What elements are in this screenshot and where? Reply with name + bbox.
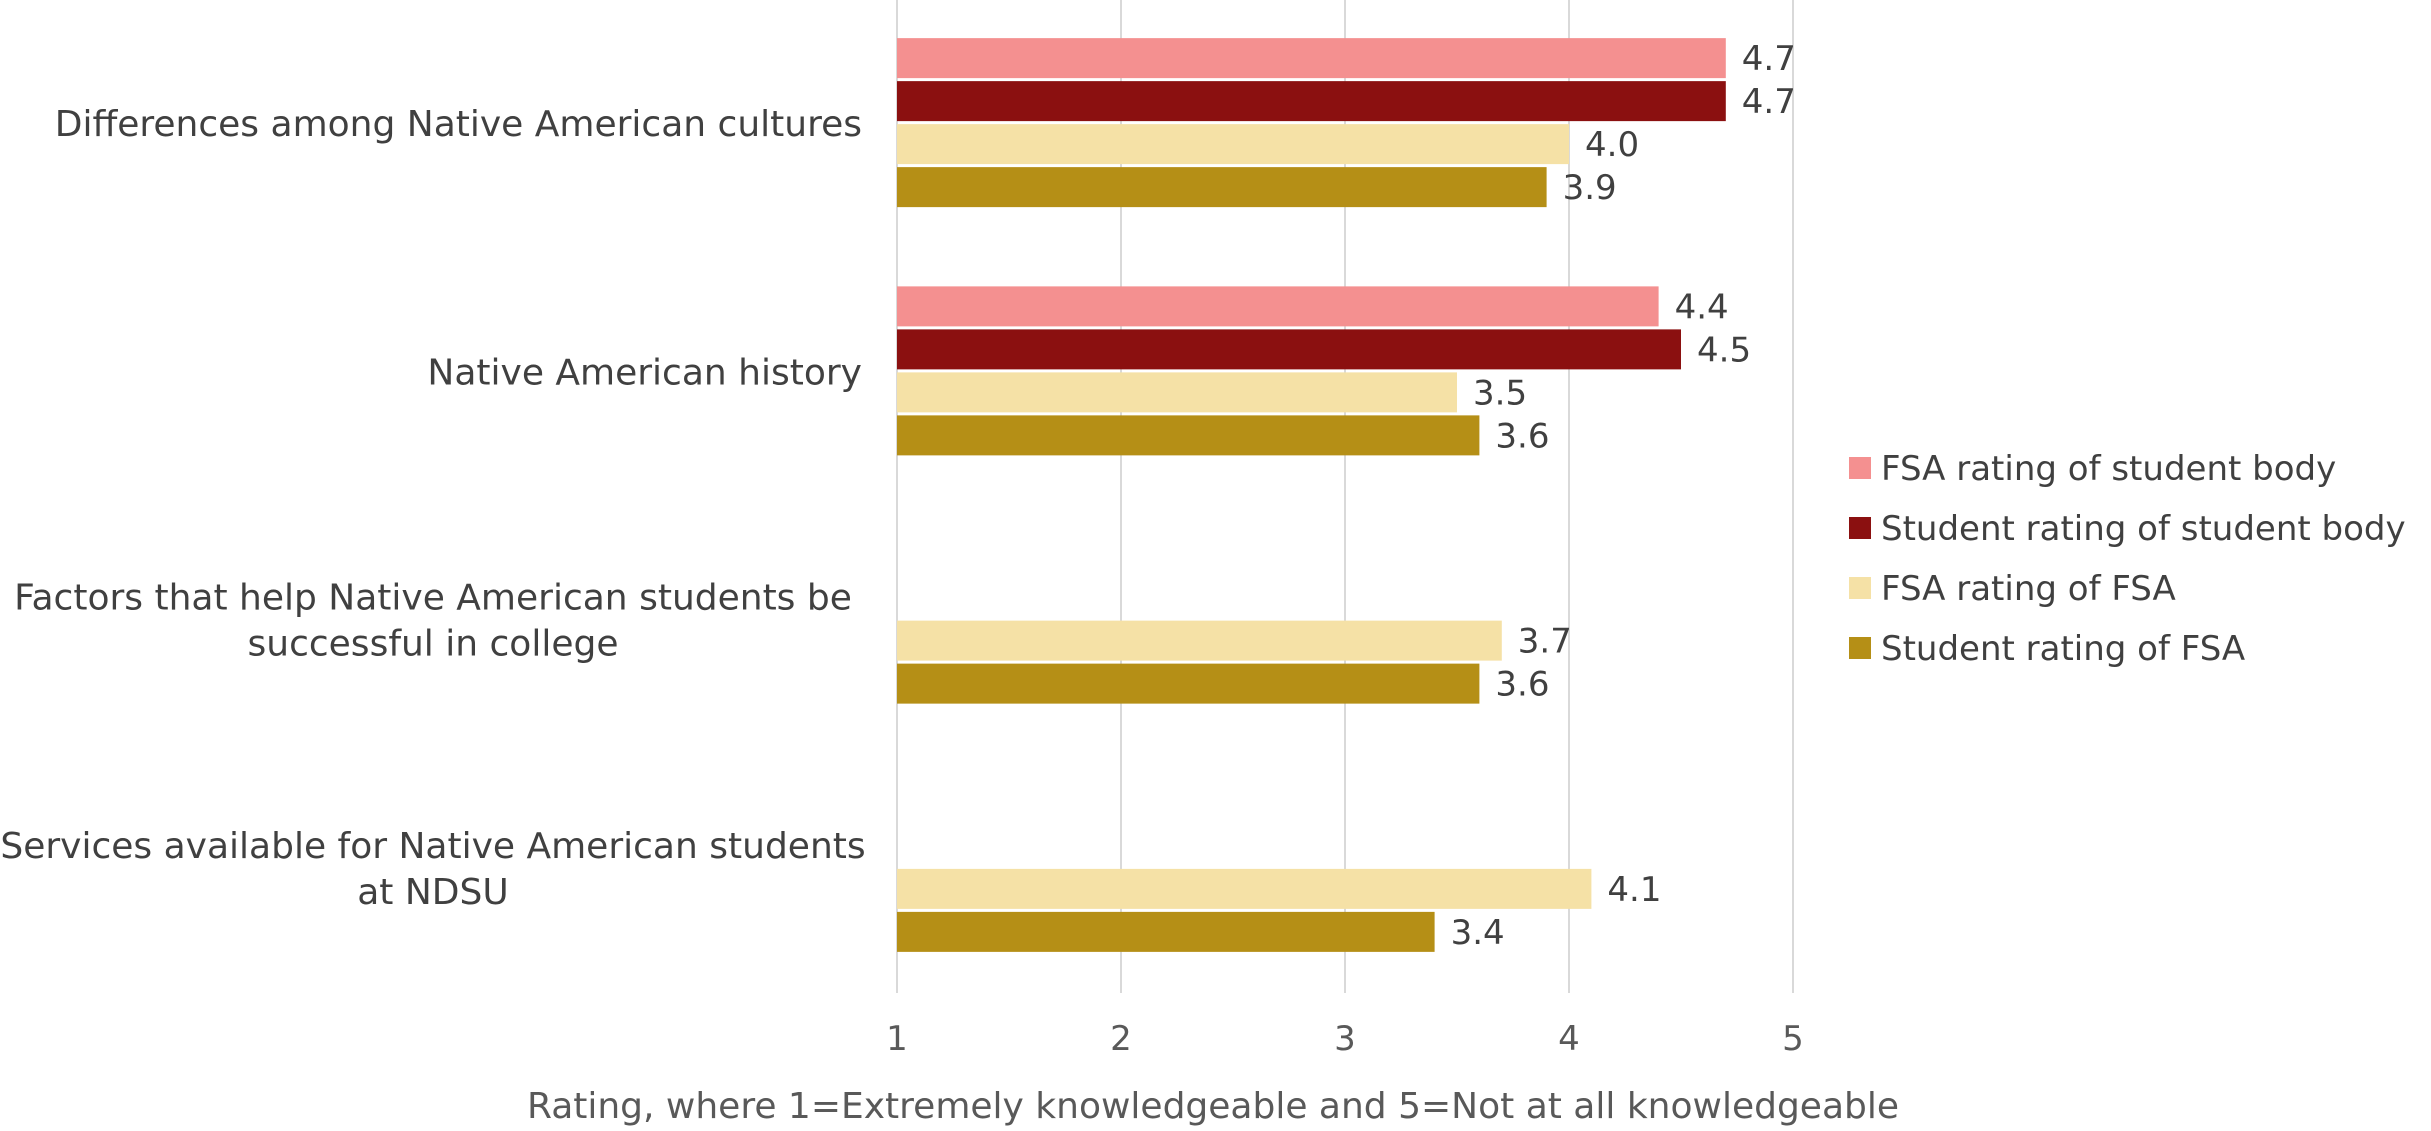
- bar-4-cat-1: [897, 167, 1547, 208]
- legend-label-1: FSA rating of student body: [1881, 449, 2336, 489]
- data-label-3-cat-2: 3.5: [1473, 373, 1527, 413]
- category-label-1: Differences among Native American cultur…: [55, 104, 862, 145]
- x-tick-label-3: 3: [1334, 1019, 1356, 1059]
- data-label-4-cat-3: 3.6: [1495, 665, 1549, 705]
- legend-label-3: FSA rating of FSA: [1881, 569, 2176, 609]
- bar-3-cat-1: [897, 124, 1569, 165]
- x-tick-labels: 1 2 3 4 5: [886, 1019, 1804, 1059]
- data-label-1-cat-2: 4.4: [1675, 287, 1729, 327]
- data-label-3-cat-4: 4.1: [1607, 870, 1661, 910]
- bar-3-cat-2: [897, 372, 1457, 413]
- bar-4-cat-4: [897, 911, 1435, 952]
- data-labels: 4.74.74.03.94.44.53.53.63.73.64.13.4: [1451, 39, 1796, 953]
- category-label-2: Native American history: [427, 352, 862, 393]
- data-label-4-cat-4: 3.4: [1451, 913, 1505, 953]
- category-label-3: Factors that help Native American studen…: [14, 578, 852, 665]
- bar-2-cat-2: [897, 329, 1681, 370]
- legend-label-4: Student rating of FSA: [1881, 629, 2245, 669]
- x-tick-label-1: 1: [886, 1019, 908, 1059]
- legend-swatch-3: [1849, 577, 1871, 599]
- legend-swatch-2: [1849, 517, 1871, 539]
- data-label-1-cat-1: 4.7: [1742, 39, 1796, 79]
- bar-3-cat-4: [897, 868, 1592, 909]
- bars: [897, 38, 1726, 952]
- legend-swatch-1: [1849, 457, 1871, 479]
- x-tick-label-2: 2: [1110, 1019, 1132, 1059]
- bar-4-cat-2: [897, 415, 1480, 456]
- data-label-2-cat-2: 4.5: [1697, 330, 1751, 370]
- bar-1-cat-2: [897, 286, 1659, 327]
- data-label-4-cat-1: 3.9: [1563, 168, 1617, 208]
- bar-1-cat-1: [897, 38, 1726, 79]
- legend-swatch-4: [1849, 637, 1871, 659]
- bar-3-cat-3: [897, 620, 1502, 661]
- category-label-4: Services available for Native American s…: [0, 826, 865, 913]
- category-labels: Differences among Native American cultur…: [0, 104, 865, 913]
- data-label-4-cat-2: 3.6: [1495, 416, 1549, 456]
- bar-2-cat-1: [897, 81, 1726, 122]
- data-label-3-cat-3: 3.7: [1518, 622, 1572, 662]
- gridlines: [896, 0, 1794, 993]
- x-tick-label-4: 4: [1558, 1019, 1580, 1059]
- legend: FSA rating of student body Student rating…: [1849, 449, 2406, 669]
- x-tick-label-5: 5: [1782, 1019, 1804, 1059]
- legend-label-2: Student rating of student body: [1881, 509, 2406, 549]
- data-label-3-cat-1: 4.0: [1585, 125, 1639, 165]
- x-axis-title: Rating, where 1=Extremely knowledgeable …: [527, 1086, 1899, 1127]
- data-label-2-cat-1: 4.7: [1742, 82, 1796, 122]
- bar-4-cat-3: [897, 663, 1480, 704]
